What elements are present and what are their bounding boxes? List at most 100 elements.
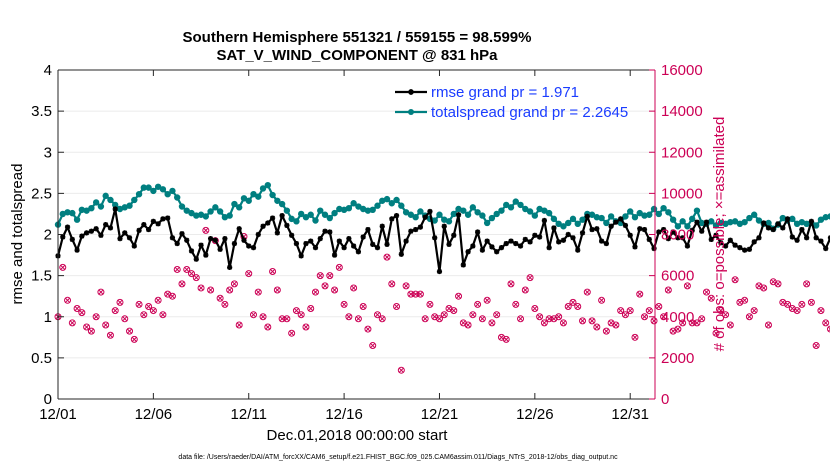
- obs-possible-marker: [464, 321, 472, 329]
- obs-possible-marker: [426, 300, 434, 308]
- totalspread-point: [154, 183, 162, 190]
- totalspread-point: [660, 204, 667, 212]
- obs-possible-marker: [784, 300, 792, 308]
- obs-point: [135, 300, 143, 308]
- rmse-point: [713, 232, 719, 238]
- totalspread-point: [674, 223, 682, 230]
- obs-possible-marker: [397, 366, 405, 374]
- obs-possible-marker: [116, 298, 124, 306]
- totalspread-point: [331, 209, 338, 217]
- rmse-point: [103, 222, 109, 228]
- obs-assimilated-marker: [179, 281, 185, 287]
- obs-assimilated-marker: [317, 272, 324, 279]
- totalspread-point: [474, 209, 481, 216]
- rmse-point: [346, 236, 352, 242]
- totalspread-point: [512, 198, 519, 205]
- obs-assimilated-marker: [698, 316, 705, 322]
- obs-possible-marker: [493, 311, 501, 319]
- obs-assimilated-marker: [327, 272, 333, 279]
- obs-possible-marker: [83, 323, 91, 331]
- rmse-point: [141, 222, 147, 228]
- rmse-point: [174, 240, 180, 247]
- rmse-point: [527, 239, 533, 245]
- rmse-point: [255, 231, 261, 238]
- totalspread-point: [283, 207, 291, 214]
- obs-assimilated-marker: [503, 336, 509, 343]
- obs-possible-marker: [502, 335, 510, 343]
- obs-assimilated-marker: [536, 313, 543, 320]
- obs-possible-marker: [521, 286, 529, 294]
- x-tick-label: 12/01: [39, 406, 77, 423]
- obs-assimilated-marker: [813, 342, 819, 349]
- rmse-point: [517, 243, 524, 249]
- totalspread-point: [302, 214, 310, 221]
- obs-point: [488, 319, 496, 327]
- totalspread-point: [479, 212, 486, 219]
- obs-possible-marker: [435, 315, 443, 323]
- totalspread-point: [579, 216, 586, 223]
- obs-assimilated-marker: [656, 303, 662, 310]
- obs-assimilated-marker: [288, 330, 295, 336]
- rmse-point: [789, 234, 795, 240]
- totalspread-point: [693, 207, 701, 214]
- obs-point: [750, 307, 758, 315]
- totalspread-point: [326, 214, 333, 222]
- obs-point: [526, 274, 534, 282]
- obs-point: [588, 317, 596, 325]
- obs-point: [407, 290, 415, 298]
- obs-point: [702, 288, 710, 296]
- rmse-point: [718, 240, 724, 246]
- totalspread-point: [235, 204, 243, 211]
- obs-assimilated-marker: [451, 307, 457, 314]
- obs-possible-marker: [645, 307, 653, 315]
- obs-point: [73, 305, 81, 313]
- obs-point: [307, 305, 315, 313]
- obs-point: [393, 302, 401, 310]
- obs-possible-marker: [278, 315, 286, 323]
- rmse-point: [770, 226, 776, 233]
- rmse-point: [384, 241, 390, 247]
- obs-point: [254, 288, 262, 296]
- obs-possible-marker: [245, 270, 253, 278]
- obs-point: [245, 270, 253, 278]
- rmse-point: [494, 249, 500, 255]
- obs-assimilated-marker: [760, 285, 767, 291]
- totalspread-point: [746, 214, 753, 222]
- rmse-point: [732, 242, 738, 248]
- obs-point: [774, 280, 782, 288]
- rmse-point: [737, 245, 743, 251]
- totalspread-point: [665, 209, 672, 216]
- obs-assimilated-marker: [741, 297, 748, 304]
- obs-assimilated-marker: [393, 303, 400, 310]
- obs-possible-marker: [59, 263, 67, 271]
- obs-point: [154, 296, 162, 304]
- y-right-tick-label: 2000: [661, 350, 694, 367]
- rmse-point: [398, 251, 404, 257]
- obs-possible-marker: [717, 307, 725, 315]
- obs-possible-marker: [321, 282, 329, 290]
- rmse-point: [246, 243, 252, 249]
- obs-assimilated-marker: [794, 307, 800, 314]
- obs-point: [564, 302, 572, 310]
- obs-assimilated-marker: [207, 287, 214, 293]
- obs-assimilated-marker: [107, 332, 114, 339]
- obs-point: [559, 319, 567, 327]
- obs-assimilated-marker: [541, 320, 548, 326]
- obs-point: [579, 317, 587, 325]
- obs-possible-marker: [579, 317, 587, 325]
- obs-assimilated-marker: [60, 264, 66, 271]
- rmse-point: [622, 222, 629, 229]
- totalspread-point: [688, 215, 696, 223]
- totalspread-point: [531, 212, 539, 219]
- obs-assimilated-marker: [532, 305, 538, 312]
- rmse-point: [656, 229, 662, 235]
- obs-assimilated-marker: [732, 276, 738, 283]
- rmse-point: [641, 226, 648, 233]
- totalspread-point: [550, 215, 558, 223]
- x-tick-label: 12/06: [135, 406, 173, 423]
- totalspread-point: [503, 201, 510, 209]
- rmse-point: [298, 253, 304, 259]
- obs-point: [59, 263, 67, 271]
- obs-possible-marker: [207, 286, 215, 294]
- obs-assimilated-marker: [122, 316, 128, 322]
